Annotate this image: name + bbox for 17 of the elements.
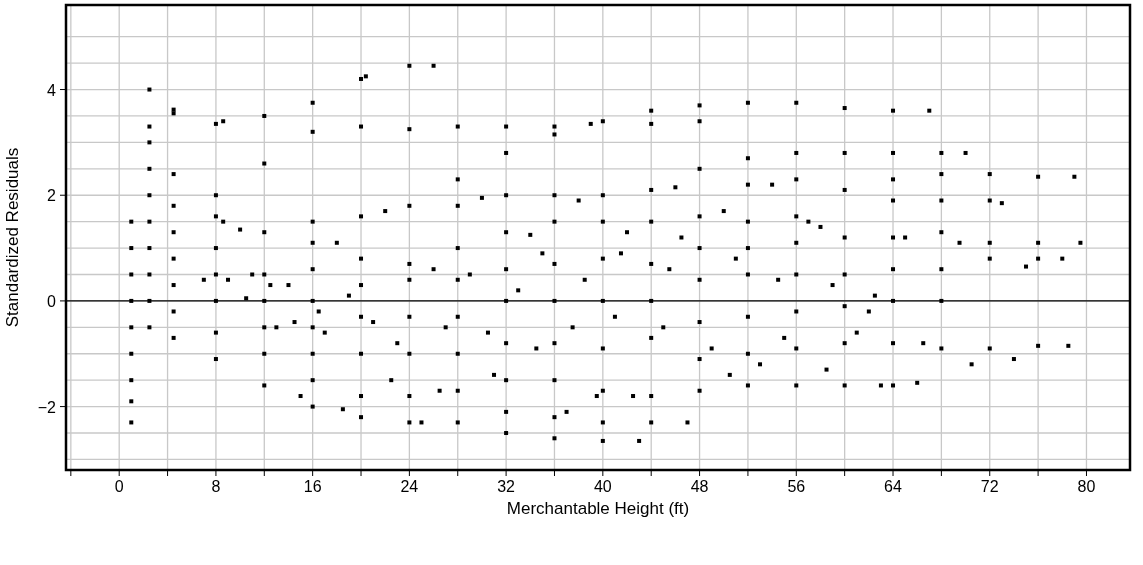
x-tick-label: 56 [787, 478, 806, 495]
x-tick-label: 48 [690, 478, 709, 495]
y-axis-title: Standardized Residuals [3, 147, 22, 328]
x-tick-label: 32 [497, 478, 516, 495]
x-tick-label: 40 [593, 478, 612, 495]
y-tick-label: −2 [37, 398, 57, 416]
x-tick-label: 24 [400, 478, 419, 495]
x-tick-label: 64 [884, 478, 903, 495]
x-tick-label: 16 [303, 478, 322, 495]
y-tick-label: 4 [47, 81, 57, 99]
y-tick-label: 2 [47, 187, 57, 205]
x-axis-title: Merchantable Height (ft) [506, 499, 690, 518]
y-tick-label: 0 [47, 292, 57, 310]
x-tick-label: 80 [1077, 478, 1096, 495]
x-tick-label: 0 [114, 478, 124, 495]
x-tick-label: 8 [211, 478, 221, 495]
x-tick-label: 72 [980, 478, 999, 495]
